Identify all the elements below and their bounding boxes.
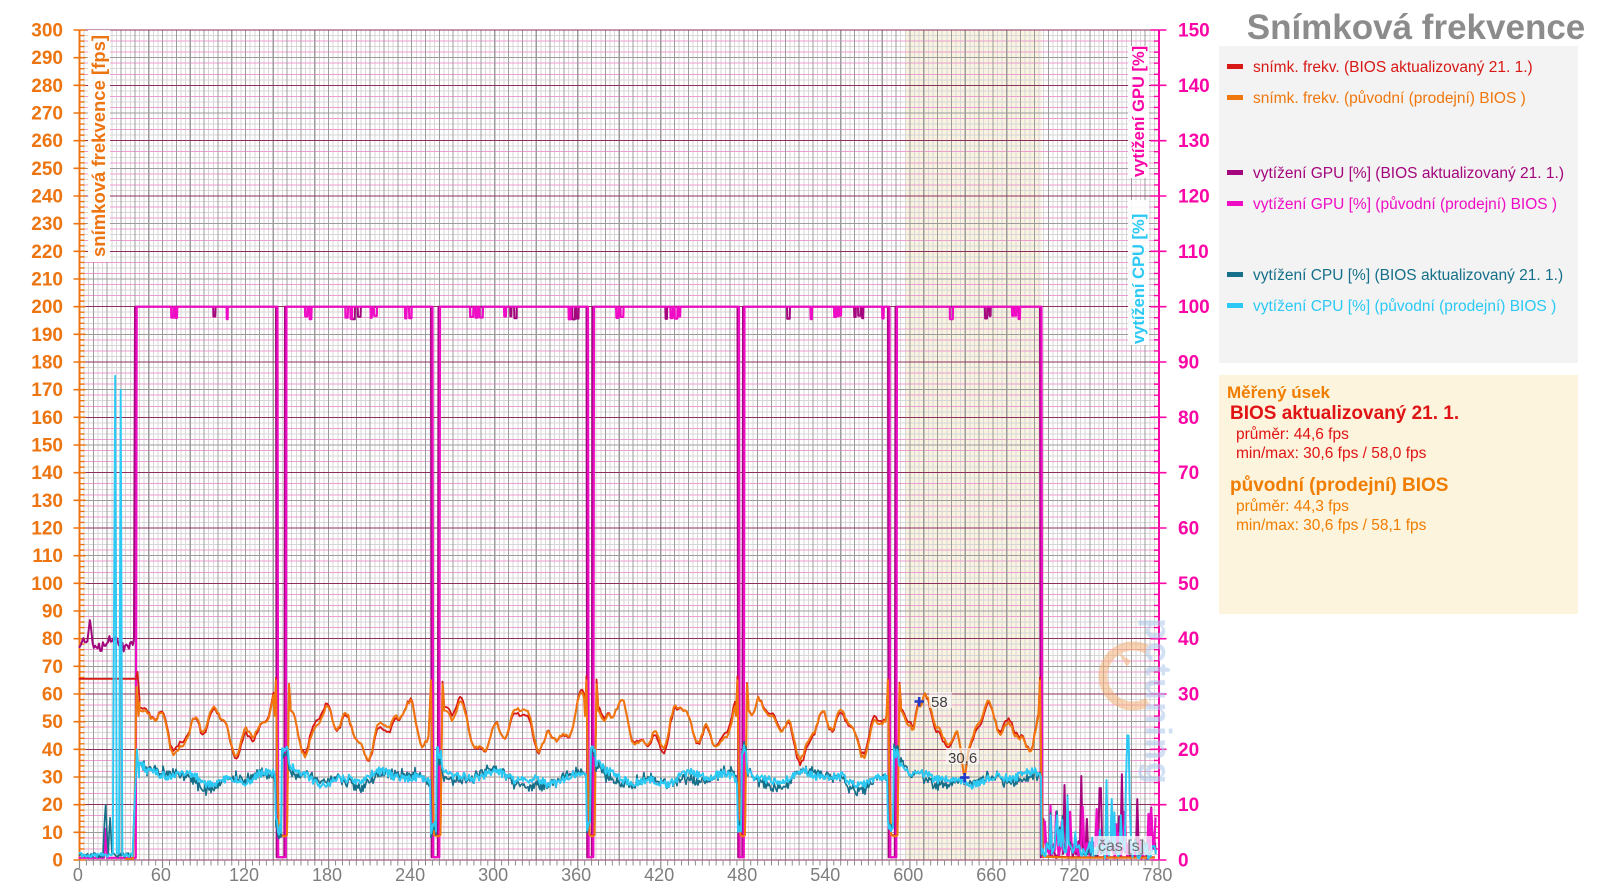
svg-text:240: 240 (395, 865, 425, 885)
svg-text:250: 250 (31, 159, 63, 180)
svg-text:čas [s]: čas [s] (1098, 838, 1144, 855)
svg-text:200: 200 (31, 297, 63, 318)
svg-text:vytížení CPU [%]: vytížení CPU [%] (1130, 214, 1148, 344)
svg-text:230: 230 (31, 214, 63, 235)
svg-text:180: 180 (31, 353, 63, 374)
svg-text:360: 360 (561, 865, 591, 885)
svg-text:150: 150 (31, 436, 63, 457)
svg-text:270: 270 (31, 104, 63, 125)
svg-text:170: 170 (31, 380, 63, 401)
svg-text:30,6: 30,6 (948, 750, 977, 767)
svg-text:60: 60 (151, 865, 171, 885)
svg-text:260: 260 (31, 131, 63, 152)
svg-text:660: 660 (976, 865, 1006, 885)
svg-text:480: 480 (727, 865, 757, 885)
svg-text:90: 90 (1178, 353, 1199, 374)
svg-text:110: 110 (1178, 242, 1209, 263)
svg-text:100: 100 (1178, 297, 1210, 318)
svg-text:190: 190 (31, 325, 63, 346)
svg-text:70: 70 (42, 657, 63, 678)
svg-text:220: 220 (31, 242, 63, 263)
svg-text:10: 10 (42, 823, 63, 844)
svg-text:40: 40 (1178, 629, 1199, 650)
svg-text:720: 720 (1059, 865, 1089, 885)
svg-text:290: 290 (31, 48, 63, 69)
svg-text:10: 10 (1178, 795, 1199, 816)
svg-text:70: 70 (1178, 463, 1199, 484)
svg-text:110: 110 (32, 546, 63, 567)
svg-text:80: 80 (1178, 408, 1199, 429)
svg-text:50: 50 (1178, 574, 1199, 595)
svg-text:130: 130 (31, 491, 63, 512)
svg-text:120: 120 (229, 865, 259, 885)
svg-text:180: 180 (312, 865, 342, 885)
svg-text:600: 600 (893, 865, 923, 885)
svg-text:100: 100 (31, 574, 63, 595)
svg-text:20: 20 (1178, 740, 1199, 761)
svg-text:120: 120 (1178, 187, 1210, 208)
svg-text:240: 240 (31, 187, 63, 208)
svg-text:40: 40 (42, 740, 63, 761)
svg-text:58: 58 (931, 694, 948, 711)
svg-text:420: 420 (644, 865, 674, 885)
svg-text:20: 20 (42, 795, 63, 816)
svg-text:300: 300 (31, 21, 63, 42)
svg-text:60: 60 (42, 685, 63, 706)
svg-text:30: 30 (42, 768, 63, 789)
svg-text:300: 300 (478, 865, 508, 885)
svg-text:150: 150 (1178, 21, 1210, 42)
svg-text:160: 160 (31, 408, 63, 429)
svg-text:0: 0 (1178, 851, 1189, 872)
svg-text:pctuning: pctuning (1138, 618, 1179, 786)
svg-text:0: 0 (52, 851, 63, 872)
svg-text:0: 0 (73, 865, 83, 885)
svg-text:130: 130 (1178, 131, 1210, 152)
svg-text:210: 210 (31, 270, 63, 291)
svg-text:120: 120 (31, 519, 63, 540)
svg-text:780: 780 (1142, 865, 1172, 885)
svg-text:80: 80 (42, 629, 63, 650)
svg-text:60: 60 (1178, 519, 1199, 540)
svg-text:snímková frekvence [fps]: snímková frekvence [fps] (88, 35, 109, 257)
svg-text:90: 90 (42, 602, 63, 623)
svg-text:140: 140 (1178, 76, 1210, 97)
svg-text:540: 540 (810, 865, 840, 885)
svg-text:280: 280 (31, 76, 63, 97)
svg-text:50: 50 (42, 712, 63, 733)
svg-text:30: 30 (1178, 685, 1199, 706)
svg-text:vytížení GPU [%]: vytížení GPU [%] (1130, 46, 1148, 177)
svg-text:140: 140 (31, 463, 63, 484)
